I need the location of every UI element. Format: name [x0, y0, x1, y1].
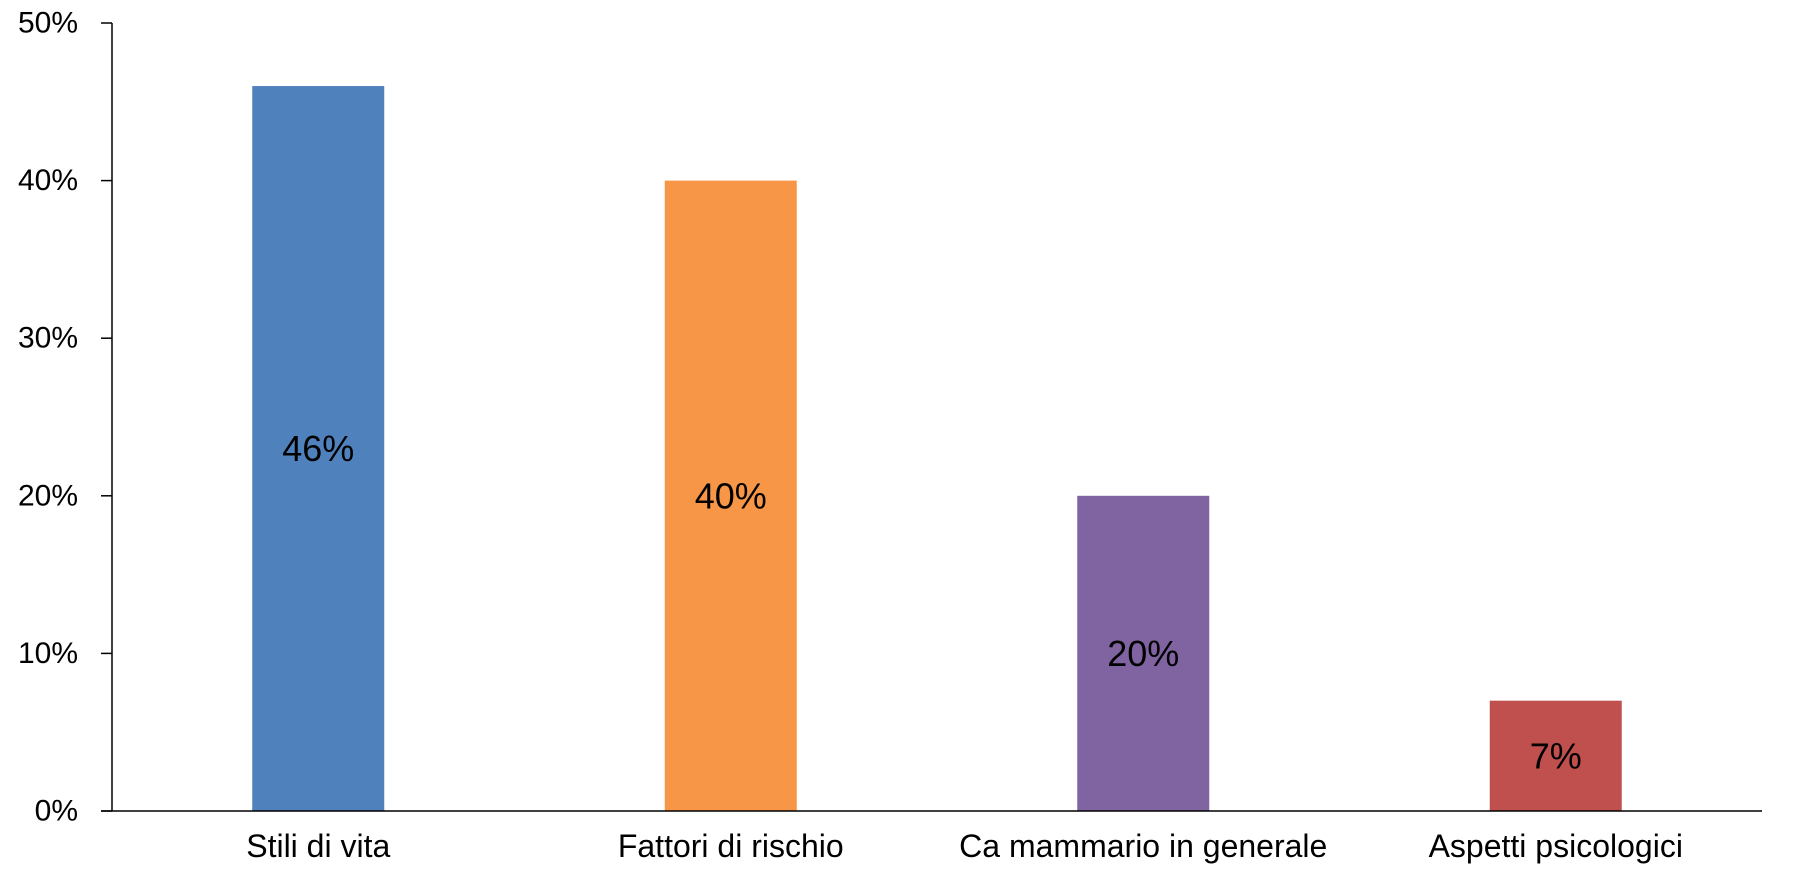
x-category-label: Stili di vita [246, 828, 390, 864]
data-labels: 46% 40% 20% 7% [282, 428, 1582, 776]
y-tick-label: 10% [18, 637, 78, 670]
y-tick-label: 30% [18, 322, 78, 355]
y-tick-label: 20% [18, 479, 78, 512]
bar [664, 180, 797, 812]
bar [1489, 700, 1622, 811]
y-tick-label: 40% [18, 164, 78, 197]
y-axis: 0% 10% 20% 30% 40% 50% [18, 7, 113, 828]
y-tick-label: 50% [18, 7, 78, 40]
x-axis: Stili di vita Fattori di rischio Ca mammar… [101, 810, 1762, 864]
data-label: 7% [1530, 735, 1582, 776]
bars [252, 86, 1622, 812]
bar [1077, 495, 1210, 811]
x-category-label: Ca mammario in generale [959, 828, 1327, 864]
data-label: 46% [282, 428, 354, 469]
data-label: 40% [695, 475, 767, 516]
x-category-label: Aspetti psicologici [1429, 828, 1683, 864]
x-category-label: Fattori di rischio [618, 828, 844, 864]
y-tick-label: 0% [35, 795, 78, 828]
data-label: 20% [1107, 633, 1179, 674]
bar [252, 86, 385, 812]
